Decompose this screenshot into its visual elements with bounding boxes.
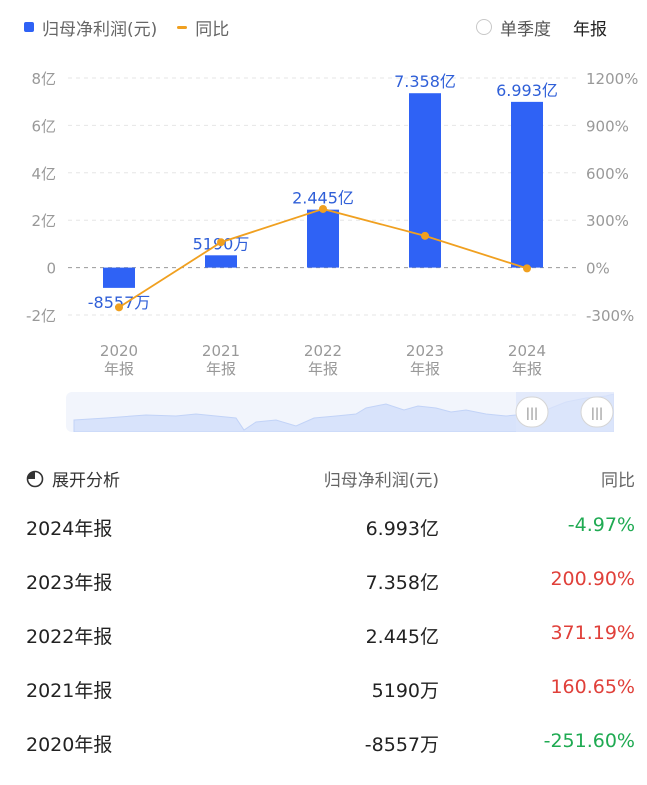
bar: [307, 209, 339, 268]
row-yoy: -251.60%: [543, 730, 635, 752]
expand-analysis-label: 展开分析: [52, 471, 120, 491]
yoy-point: [217, 238, 225, 247]
row-value: 2.445亿: [365, 626, 439, 648]
x-tick-label: 年报: [512, 360, 542, 378]
left-axis-tick-label: 0: [46, 260, 56, 278]
line-legend-label[interactable]: 同比: [195, 19, 230, 40]
row-period: 2020年报: [26, 734, 113, 756]
left-axis-tick-label: 2亿: [31, 212, 56, 230]
right-axis-tick-label: 1200%: [586, 70, 638, 88]
left-axis-tick-label: 4亿: [31, 165, 56, 183]
x-tick-label: 年报: [104, 360, 134, 378]
pie-chart-icon: [26, 470, 44, 487]
x-tick-label: 年报: [206, 360, 236, 378]
row-yoy: -4.97%: [567, 514, 635, 536]
chart-legend: 归母净利润(元) 同比: [24, 14, 229, 40]
expand-analysis[interactable]: 展开分析: [26, 466, 120, 491]
range-slider[interactable]: ||| |||: [66, 392, 614, 432]
right-axis-tick-label: 600%: [586, 165, 629, 183]
table-row: 2020年报 -8557万 -251.60%: [0, 716, 647, 770]
row-value: 5190万: [371, 680, 439, 702]
row-yoy: 371.19%: [550, 622, 635, 644]
bar-data-label: 2.445亿: [292, 189, 354, 208]
quarter-radio-icon[interactable]: [476, 19, 492, 35]
right-axis-tick-label: -300%: [586, 307, 634, 325]
table-row: 2021年报 5190万 160.65%: [0, 662, 647, 716]
row-period: 2024年报: [26, 518, 113, 540]
x-tick-label: 2022: [304, 342, 342, 360]
table-row: 2024年报 6.993亿 -4.97%: [0, 500, 647, 554]
x-tick-label: 年报: [308, 360, 338, 378]
bar-legend-label[interactable]: 归母净利润(元): [42, 19, 158, 40]
row-value: -8557万: [364, 734, 439, 756]
left-axis-tick-label: -2亿: [26, 307, 56, 325]
bar-data-label: 7.358亿: [394, 72, 456, 91]
bar-legend-swatch: [24, 22, 34, 32]
left-axis-tick-label: 8亿: [31, 70, 56, 88]
row-value: 6.993亿: [365, 518, 439, 540]
right-axis-tick-label: 0%: [586, 260, 610, 278]
table-row: 2022年报 2.445亿 371.19%: [0, 608, 647, 662]
x-tick-label: 2024: [508, 342, 546, 360]
row-period: 2022年报: [26, 626, 113, 648]
row-period: 2021年报: [26, 680, 113, 702]
bar: [205, 255, 237, 268]
period-toggle: 单季度 年报: [476, 14, 607, 40]
bar: [409, 93, 441, 268]
handle-grip-icon: |||: [591, 406, 603, 420]
handle-grip-icon: |||: [526, 406, 538, 420]
x-tick-label: 年报: [410, 360, 440, 378]
yoy-point: [421, 231, 429, 240]
right-axis-tick-label: 900%: [586, 117, 629, 135]
right-axis-tick-label: 300%: [586, 212, 629, 230]
table-header: 展开分析 归母净利润(元) 同比: [0, 462, 647, 494]
column-header-profit: 归母净利润(元): [323, 471, 439, 491]
bar: [511, 101, 543, 268]
yoy-point: [319, 204, 327, 213]
x-tick-label: 2023: [406, 342, 444, 360]
row-value: 7.358亿: [365, 572, 439, 594]
x-tick-label: 2021: [202, 342, 240, 360]
profit-chart: -2亿 0 2亿 4亿 6亿 8亿 -300% 0% 300% 600% 900% 1200% 2020…: [26, 70, 638, 378]
left-axis-tick-label: 6亿: [31, 117, 56, 135]
quarter-option[interactable]: 单季度: [500, 19, 551, 40]
yoy-point: [115, 303, 123, 312]
row-period: 2023年报: [26, 572, 113, 594]
line-legend-swatch: [177, 25, 188, 29]
slider-right-handle[interactable]: [580, 396, 614, 428]
bar: [103, 267, 135, 288]
slider-left-handle[interactable]: [515, 396, 549, 428]
row-yoy: 160.65%: [550, 676, 635, 698]
row-yoy: 200.90%: [550, 568, 635, 590]
table-row: 2023年报 7.358亿 200.90%: [0, 554, 647, 608]
x-tick-label: 2020: [100, 342, 138, 360]
annual-option[interactable]: 年报: [573, 19, 607, 40]
bar-data-label: 6.993亿: [496, 81, 558, 100]
column-header-yoy: 同比: [601, 471, 635, 491]
yoy-point: [523, 264, 531, 273]
